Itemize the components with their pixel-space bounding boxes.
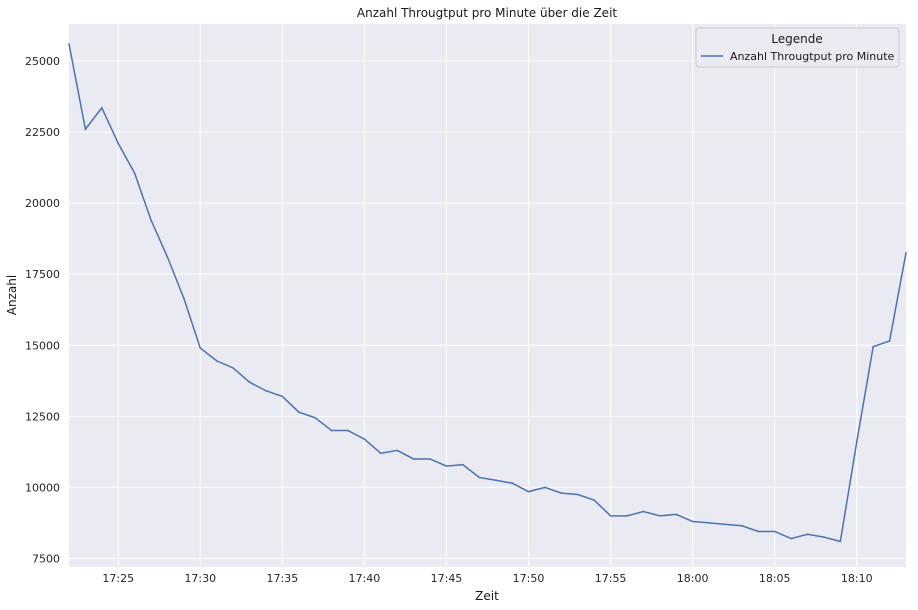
series-point-18-10 bbox=[855, 441, 858, 443]
y-tick-label-22500: 22500 bbox=[25, 126, 60, 139]
series-point-17-51 bbox=[544, 486, 546, 489]
series-point-17-49 bbox=[511, 482, 513, 484]
series-point-17-46 bbox=[462, 463, 464, 466]
legend-title: Legende bbox=[771, 32, 822, 46]
x-tick-label-17-50: 17:50 bbox=[513, 572, 545, 585]
series-point-17-27 bbox=[150, 219, 152, 221]
series-point-18-05 bbox=[773, 530, 776, 533]
series-point-17-25 bbox=[117, 142, 120, 145]
series-point-17-45 bbox=[445, 465, 448, 467]
series-point-17-40 bbox=[363, 438, 366, 440]
y-tick-label-7500: 7500 bbox=[32, 552, 60, 565]
series-point-17-54 bbox=[593, 499, 595, 501]
series-point-17-41 bbox=[380, 452, 382, 455]
series-group bbox=[68, 43, 907, 543]
series-point-18-06 bbox=[790, 537, 792, 540]
series-point-17-30 bbox=[199, 347, 202, 349]
series-point-17-28 bbox=[166, 256, 169, 258]
series-line bbox=[68, 43, 907, 543]
series-point-17-23 bbox=[84, 128, 87, 130]
x-tick-label-17-45: 17:45 bbox=[431, 572, 463, 585]
x-tick-label-17-25: 17:25 bbox=[102, 572, 134, 585]
series-point-17-22 bbox=[68, 43, 70, 45]
series-point-17-53 bbox=[576, 493, 579, 496]
series-point-17-48 bbox=[494, 479, 497, 482]
legend-box bbox=[695, 27, 900, 68]
series-point-17-37 bbox=[314, 416, 316, 419]
series-point-17-50 bbox=[527, 490, 530, 493]
series-point-17-55 bbox=[609, 515, 612, 517]
series-point-17-31 bbox=[215, 360, 218, 362]
y-grid-lines bbox=[69, 60, 906, 559]
series-point-17-26 bbox=[133, 172, 136, 175]
series-point-17-47 bbox=[478, 476, 481, 479]
series-point-17-36 bbox=[297, 411, 300, 413]
series-point-18-07 bbox=[806, 533, 809, 536]
series-point-17-39 bbox=[347, 429, 349, 432]
chart-title: Anzahl Througtput pro Minute über die Ze… bbox=[357, 6, 618, 20]
series-point-17-34 bbox=[265, 389, 267, 392]
series-point-18-00 bbox=[691, 520, 694, 523]
series-point-17-42 bbox=[396, 449, 399, 452]
series-point-18-11 bbox=[872, 345, 874, 348]
y-tick-label-20000: 20000 bbox=[25, 197, 60, 210]
x-tick-label-17-35: 17:35 bbox=[267, 572, 299, 585]
x-axis-ticks: 17:25 17:30 17:35 17:40 17:45 17:50 17:55 18:00… bbox=[102, 572, 872, 585]
x-tick-label-18-00: 18:00 bbox=[677, 572, 709, 585]
y-axis-ticks: 7500 10000 12500 15000 17500 20000 22500 25000 bbox=[25, 55, 60, 566]
x-tick-label-18-05: 18:05 bbox=[759, 572, 791, 585]
series-point-17-57 bbox=[642, 510, 645, 513]
y-tick-label-12500: 12500 bbox=[25, 410, 60, 423]
series-point-17-38 bbox=[330, 429, 333, 432]
series-point-18-04 bbox=[757, 530, 760, 533]
series-point-17-44 bbox=[429, 458, 431, 460]
y-axis-label: Anzahl bbox=[5, 275, 19, 315]
y-tick-label-15000: 15000 bbox=[25, 339, 60, 352]
series-point-17-32 bbox=[232, 367, 234, 369]
series-point-17-24 bbox=[101, 107, 103, 109]
series-point-17-52 bbox=[560, 492, 563, 494]
x-tick-label-18-10: 18:10 bbox=[841, 572, 873, 585]
series-point-18-12 bbox=[888, 340, 891, 342]
y-tick-label-10000: 10000 bbox=[25, 481, 60, 494]
series-point-17-59 bbox=[675, 513, 678, 516]
legend: Legende Anzahl Througtput pro Minute bbox=[695, 27, 900, 68]
series-point-17-56 bbox=[626, 515, 628, 517]
series-point-17-29 bbox=[183, 297, 185, 300]
series-point-18-08 bbox=[823, 536, 825, 538]
series-point-17-58 bbox=[659, 515, 661, 517]
x-axis-label: Zeit bbox=[475, 589, 499, 603]
x-tick-label-17-40: 17:40 bbox=[349, 572, 381, 585]
series-point-18-09 bbox=[839, 540, 842, 543]
series-point-18-13 bbox=[905, 252, 907, 254]
series-point-17-33 bbox=[248, 381, 251, 384]
x-tick-label-17-55: 17:55 bbox=[595, 572, 627, 585]
series-point-17-35 bbox=[281, 395, 284, 398]
x-tick-label-17-30: 17:30 bbox=[184, 572, 216, 585]
series-point-18-01 bbox=[708, 522, 710, 524]
plot-background bbox=[69, 24, 906, 567]
series-point-18-03 bbox=[741, 524, 743, 527]
y-tick-label-25000: 25000 bbox=[25, 55, 60, 68]
legend-label: Anzahl Througtput pro Minute bbox=[730, 50, 895, 63]
y-tick-label-17500: 17500 bbox=[25, 268, 60, 281]
series-point-18-02 bbox=[724, 523, 727, 526]
series-point-17-43 bbox=[412, 458, 415, 460]
x-grid-lines bbox=[117, 24, 858, 567]
